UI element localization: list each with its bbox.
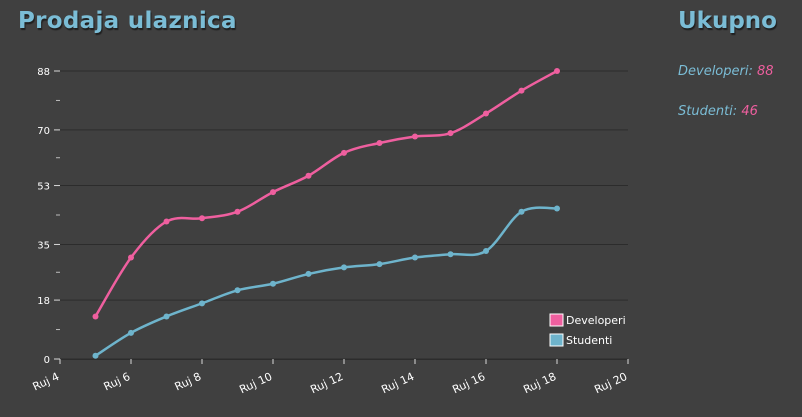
data-point-developeri	[412, 133, 418, 140]
total-studenti-label: Studenti:	[678, 104, 738, 119]
legend-label-developeri: Developeri	[566, 314, 626, 327]
x-tick-label: Ruj 10	[237, 370, 274, 396]
data-point-studenti	[518, 208, 525, 215]
legend-label-studenti: Studenti	[566, 334, 612, 347]
data-point-studenti	[128, 329, 134, 336]
legend-swatch-developeri	[549, 313, 564, 327]
data-point-developeri	[92, 313, 99, 320]
data-point-developeri	[447, 130, 454, 137]
totals-title: Ukupno	[678, 8, 777, 34]
data-point-studenti	[92, 352, 99, 359]
y-tick-label: 35	[37, 240, 50, 251]
x-tick-label: Ruj 8	[173, 370, 204, 393]
data-point-studenti	[234, 287, 241, 294]
data-point-studenti	[163, 313, 170, 320]
legend-swatch-studenti	[549, 333, 564, 347]
data-point-studenti	[412, 254, 418, 261]
total-developeri-label: Developeri:	[678, 64, 753, 79]
data-point-studenti	[376, 261, 383, 268]
y-tick-label: 53	[37, 182, 50, 193]
total-studenti: Studenti: 46	[678, 104, 758, 119]
data-point-developeri	[270, 189, 276, 196]
x-tick-label: Ruj 16	[450, 370, 487, 396]
data-point-developeri	[305, 172, 312, 179]
data-point-studenti	[554, 205, 560, 212]
data-point-developeri	[518, 87, 525, 94]
data-point-studenti	[447, 251, 454, 258]
x-tick-label: Ruj 20	[592, 370, 629, 396]
x-tick-label: Ruj 18	[521, 370, 558, 396]
data-point-studenti	[483, 248, 489, 254]
series-line-developeri	[94, 69, 559, 318]
data-point-developeri	[341, 149, 347, 156]
y-tick-label: 70	[37, 126, 50, 137]
x-tick-label: Ruj 14	[379, 370, 416, 396]
series-line-studenti	[94, 206, 559, 357]
x-tick-label: Ruj 12	[308, 370, 345, 396]
page-title: Prodaja ulaznica	[18, 8, 237, 34]
data-point-studenti	[305, 270, 312, 277]
total-developeri-value: 88	[757, 64, 774, 79]
data-point-studenti	[199, 300, 205, 307]
y-tick-label: 88	[37, 67, 50, 78]
data-point-developeri	[234, 208, 241, 215]
data-point-developeri	[554, 68, 560, 74]
data-point-developeri	[483, 110, 489, 117]
data-point-developeri	[199, 215, 205, 222]
total-developeri: Developeri: 88	[678, 64, 774, 79]
data-point-developeri	[128, 254, 134, 261]
x-tick-label: Ruj 6	[102, 370, 133, 393]
data-point-developeri	[376, 140, 383, 146]
total-studenti-value: 46	[741, 104, 758, 119]
data-point-studenti	[341, 264, 347, 271]
y-tick-label: 18	[37, 296, 50, 307]
data-point-studenti	[270, 280, 276, 287]
x-tick-label: Ruj 4	[31, 370, 62, 393]
data-point-developeri	[163, 218, 170, 225]
y-tick-label: 0	[44, 355, 50, 366]
